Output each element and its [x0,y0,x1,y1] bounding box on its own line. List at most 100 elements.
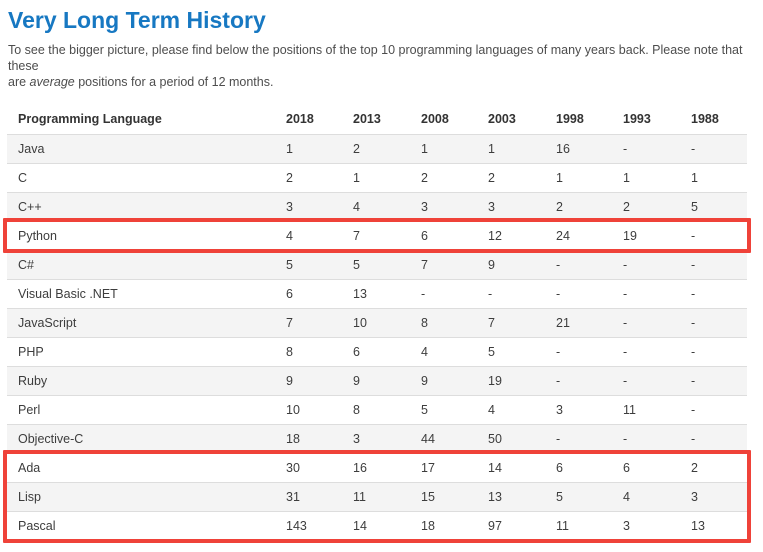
column-header-year-2003: 2003 [486,106,554,135]
position-cell: 11 [554,511,621,541]
language-cell: Pascal [7,511,284,541]
position-cell: 3 [689,482,747,512]
position-cell: 44 [419,424,486,454]
position-cell: 9 [419,366,486,396]
position-cell: 10 [351,308,419,338]
language-cell: C# [7,250,284,280]
position-cell: 13 [689,511,747,541]
position-cell: 3 [351,424,419,454]
position-cell: 3 [419,192,486,222]
position-cell: 6 [284,279,351,309]
position-cell: 3 [621,511,689,541]
position-cell: - [621,250,689,280]
history-table-wrap: Programming Language 2018 2013 2008 2003 1998… [3,106,751,544]
position-cell: 6 [419,221,486,251]
language-cell: C++ [7,192,284,222]
position-cell: 5 [689,192,747,222]
position-cell: 5 [284,250,351,280]
position-cell: 4 [351,192,419,222]
position-cell: - [486,279,554,309]
table-header-row: Programming Language 2018 2013 2008 2003 1998… [7,106,747,135]
position-cell: - [554,337,621,367]
position-cell: 1 [419,134,486,164]
language-cell: Lisp [7,482,284,512]
position-cell: 143 [284,511,351,541]
intro-average-word: average [29,75,75,90]
position-cell: - [621,308,689,338]
position-cell: 1 [689,163,747,193]
position-cell: 5 [486,337,554,367]
position-cell: 17 [419,453,486,483]
column-header-year-1993: 1993 [621,106,689,135]
table-row-pascal: Pascal 143 14 18 97 11 3 13 [7,511,747,541]
position-cell: 6 [621,453,689,483]
position-cell: 9 [486,250,554,280]
position-cell: 1 [621,163,689,193]
position-cell: 4 [621,482,689,512]
position-cell: 13 [351,279,419,309]
table-row-ada: Ada 30 16 17 14 6 6 2 [7,453,747,483]
position-cell: - [689,279,747,309]
position-cell: 18 [284,424,351,454]
table-row-objective-c: Objective-C 18 3 44 50- - - [7,424,747,454]
position-cell: 14 [351,511,419,541]
position-cell: 7 [419,250,486,280]
position-cell: 7 [284,308,351,338]
position-cell: - [621,134,689,164]
position-cell: 1 [486,134,554,164]
position-cell: - [689,250,747,280]
position-cell: 97 [486,511,554,541]
position-cell: 5 [351,250,419,280]
position-cell: 16 [351,453,419,483]
position-cell: 9 [351,366,419,396]
intro-line2-before: are [8,75,30,90]
language-cell: Java [7,134,284,164]
position-cell: 2 [689,453,747,483]
table-body: Java 1 2 1 1 16- - C 2 1 2 2 1 1 1 C++ 3 4 3 3 2 2 5 Python 4 7 6 1… [7,134,747,541]
language-cell: Visual Basic .NET [7,279,284,309]
column-header-language: Programming Language [7,106,284,135]
position-cell: 4 [284,221,351,251]
table-row-python: Python 4 7 6 12 24 19- [7,221,747,251]
position-cell: 19 [486,366,554,396]
column-header-year-1988: 1988 [689,106,747,135]
position-cell: 8 [419,308,486,338]
position-cell: 5 [554,482,621,512]
table-row-java: Java 1 2 1 1 16- - [7,134,747,164]
position-cell: 8 [284,337,351,367]
language-cell: Perl [7,395,284,425]
position-cell: - [621,337,689,367]
table-row-c: C# 5 5 7 9- - - [7,250,747,280]
position-cell: - [554,366,621,396]
position-cell: 11 [351,482,419,512]
position-cell: 1 [351,163,419,193]
position-cell: 2 [419,163,486,193]
position-cell: 11 [621,395,689,425]
position-cell: 10 [284,395,351,425]
position-cell: - [554,424,621,454]
position-cell: 6 [351,337,419,367]
column-header-year-2018: 2018 [284,106,351,135]
position-cell: 18 [419,511,486,541]
position-cell: - [689,134,747,164]
position-cell: 19 [621,221,689,251]
position-cell: 1 [284,134,351,164]
intro-line2-after: positions for a period of 12 months. [74,75,274,90]
position-cell: 8 [351,395,419,425]
position-cell: 3 [554,395,621,425]
table-row-php: PHP 8 6 4 5- - - [7,337,747,367]
position-cell: 4 [419,337,486,367]
intro-text: To see the bigger picture, please find b… [8,42,756,90]
position-cell: - [689,424,747,454]
position-cell: - [554,279,621,309]
table-row-visual-basic-net: Visual Basic .NET 6 13- - - - - [7,279,747,309]
table-row-ruby: Ruby 9 9 9 19- - - [7,366,747,396]
position-cell: 21 [554,308,621,338]
language-cell: Python [7,221,284,251]
language-cell: PHP [7,337,284,367]
language-cell: Ada [7,453,284,483]
position-cell: 2 [486,163,554,193]
position-cell: - [689,395,747,425]
